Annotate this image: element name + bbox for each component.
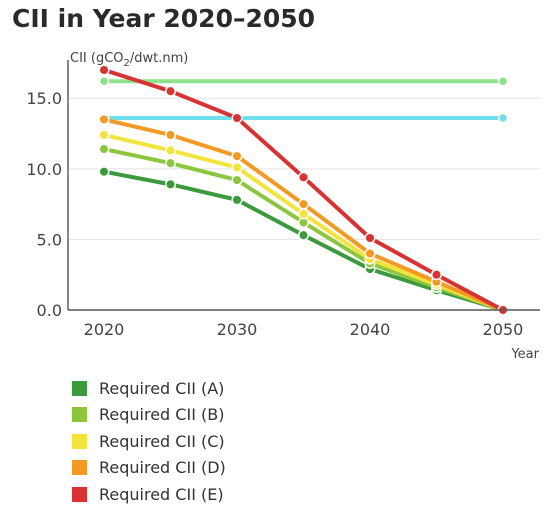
legend-item: Required CII (E) xyxy=(72,481,226,508)
data-point xyxy=(231,161,243,173)
legend-label: Required CII (B) xyxy=(99,405,225,425)
data-point xyxy=(297,208,310,220)
legend: Required CII (A) Required CII (B) Required… xyxy=(72,375,226,508)
legend-swatch xyxy=(72,380,87,396)
data-point xyxy=(297,229,310,241)
legend-swatch xyxy=(72,460,87,476)
data-point xyxy=(430,269,443,281)
legend-label: Required CII (C) xyxy=(99,431,225,451)
legend-item: Required CII (A) xyxy=(72,375,226,402)
data-point xyxy=(98,129,110,141)
legend-swatch xyxy=(72,433,87,449)
legend-item: Required CII (C) xyxy=(72,428,226,455)
data-point xyxy=(164,178,177,190)
series-layer xyxy=(98,64,509,316)
data-point xyxy=(164,157,177,169)
series-line xyxy=(102,68,505,312)
data-point xyxy=(297,171,310,183)
reference-line-point xyxy=(497,76,509,87)
data-point xyxy=(98,113,110,125)
data-point xyxy=(164,144,177,157)
legend-label: Required CII (A) xyxy=(99,378,225,398)
data-point xyxy=(231,174,243,186)
data-point xyxy=(164,129,177,141)
y-axis-label-suffix: /dwt.nm) xyxy=(130,51,188,66)
data-point xyxy=(231,194,243,206)
data-point xyxy=(297,198,310,210)
data-point xyxy=(164,85,177,97)
line-chart: 0.0 5.0 10.0 15.0 2020 2030 2040 2050 CII (gCO2… xyxy=(26,51,540,362)
y-tick-label: 0.0 xyxy=(37,301,62,320)
x-tick-label: 2020 xyxy=(84,320,125,339)
x-tick-label: 2050 xyxy=(483,320,524,339)
data-point xyxy=(231,112,243,124)
legend-swatch xyxy=(72,407,87,423)
y-tick-label: 5.0 xyxy=(37,230,62,249)
reference-line-point xyxy=(497,112,509,124)
legend-swatch xyxy=(72,486,87,502)
y-tick-label: 15.0 xyxy=(26,89,62,108)
data-point xyxy=(364,247,376,260)
data-point xyxy=(98,64,110,76)
data-point xyxy=(231,150,243,162)
y-axis-label-subscript: 2 xyxy=(124,58,130,69)
y-axis-label-prefix: CII (gCO xyxy=(70,51,124,66)
legend-item: Required CII (B) xyxy=(72,402,226,429)
y-axis-label: CII (gCO2/dwt.nm) xyxy=(70,51,188,69)
x-tick-label: 2030 xyxy=(217,320,258,339)
reference-lines-layer xyxy=(98,76,509,124)
x-axis-label: Year xyxy=(510,347,539,362)
data-point xyxy=(98,166,110,178)
x-tick-label: 2040 xyxy=(350,320,391,339)
reference-line-point xyxy=(98,76,110,87)
chart-title: CII in Year 2020–2050 xyxy=(12,4,316,33)
data-point xyxy=(98,143,110,155)
legend-item: Required CII (D) xyxy=(72,455,226,482)
y-tick-label: 10.0 xyxy=(26,160,62,179)
legend-label: Required CII (E) xyxy=(99,484,224,504)
legend-label: Required CII (D) xyxy=(99,458,226,478)
axis-layer: 0.0 5.0 10.0 15.0 2020 2030 2040 2050 xyxy=(26,60,540,339)
data-point xyxy=(364,232,376,244)
